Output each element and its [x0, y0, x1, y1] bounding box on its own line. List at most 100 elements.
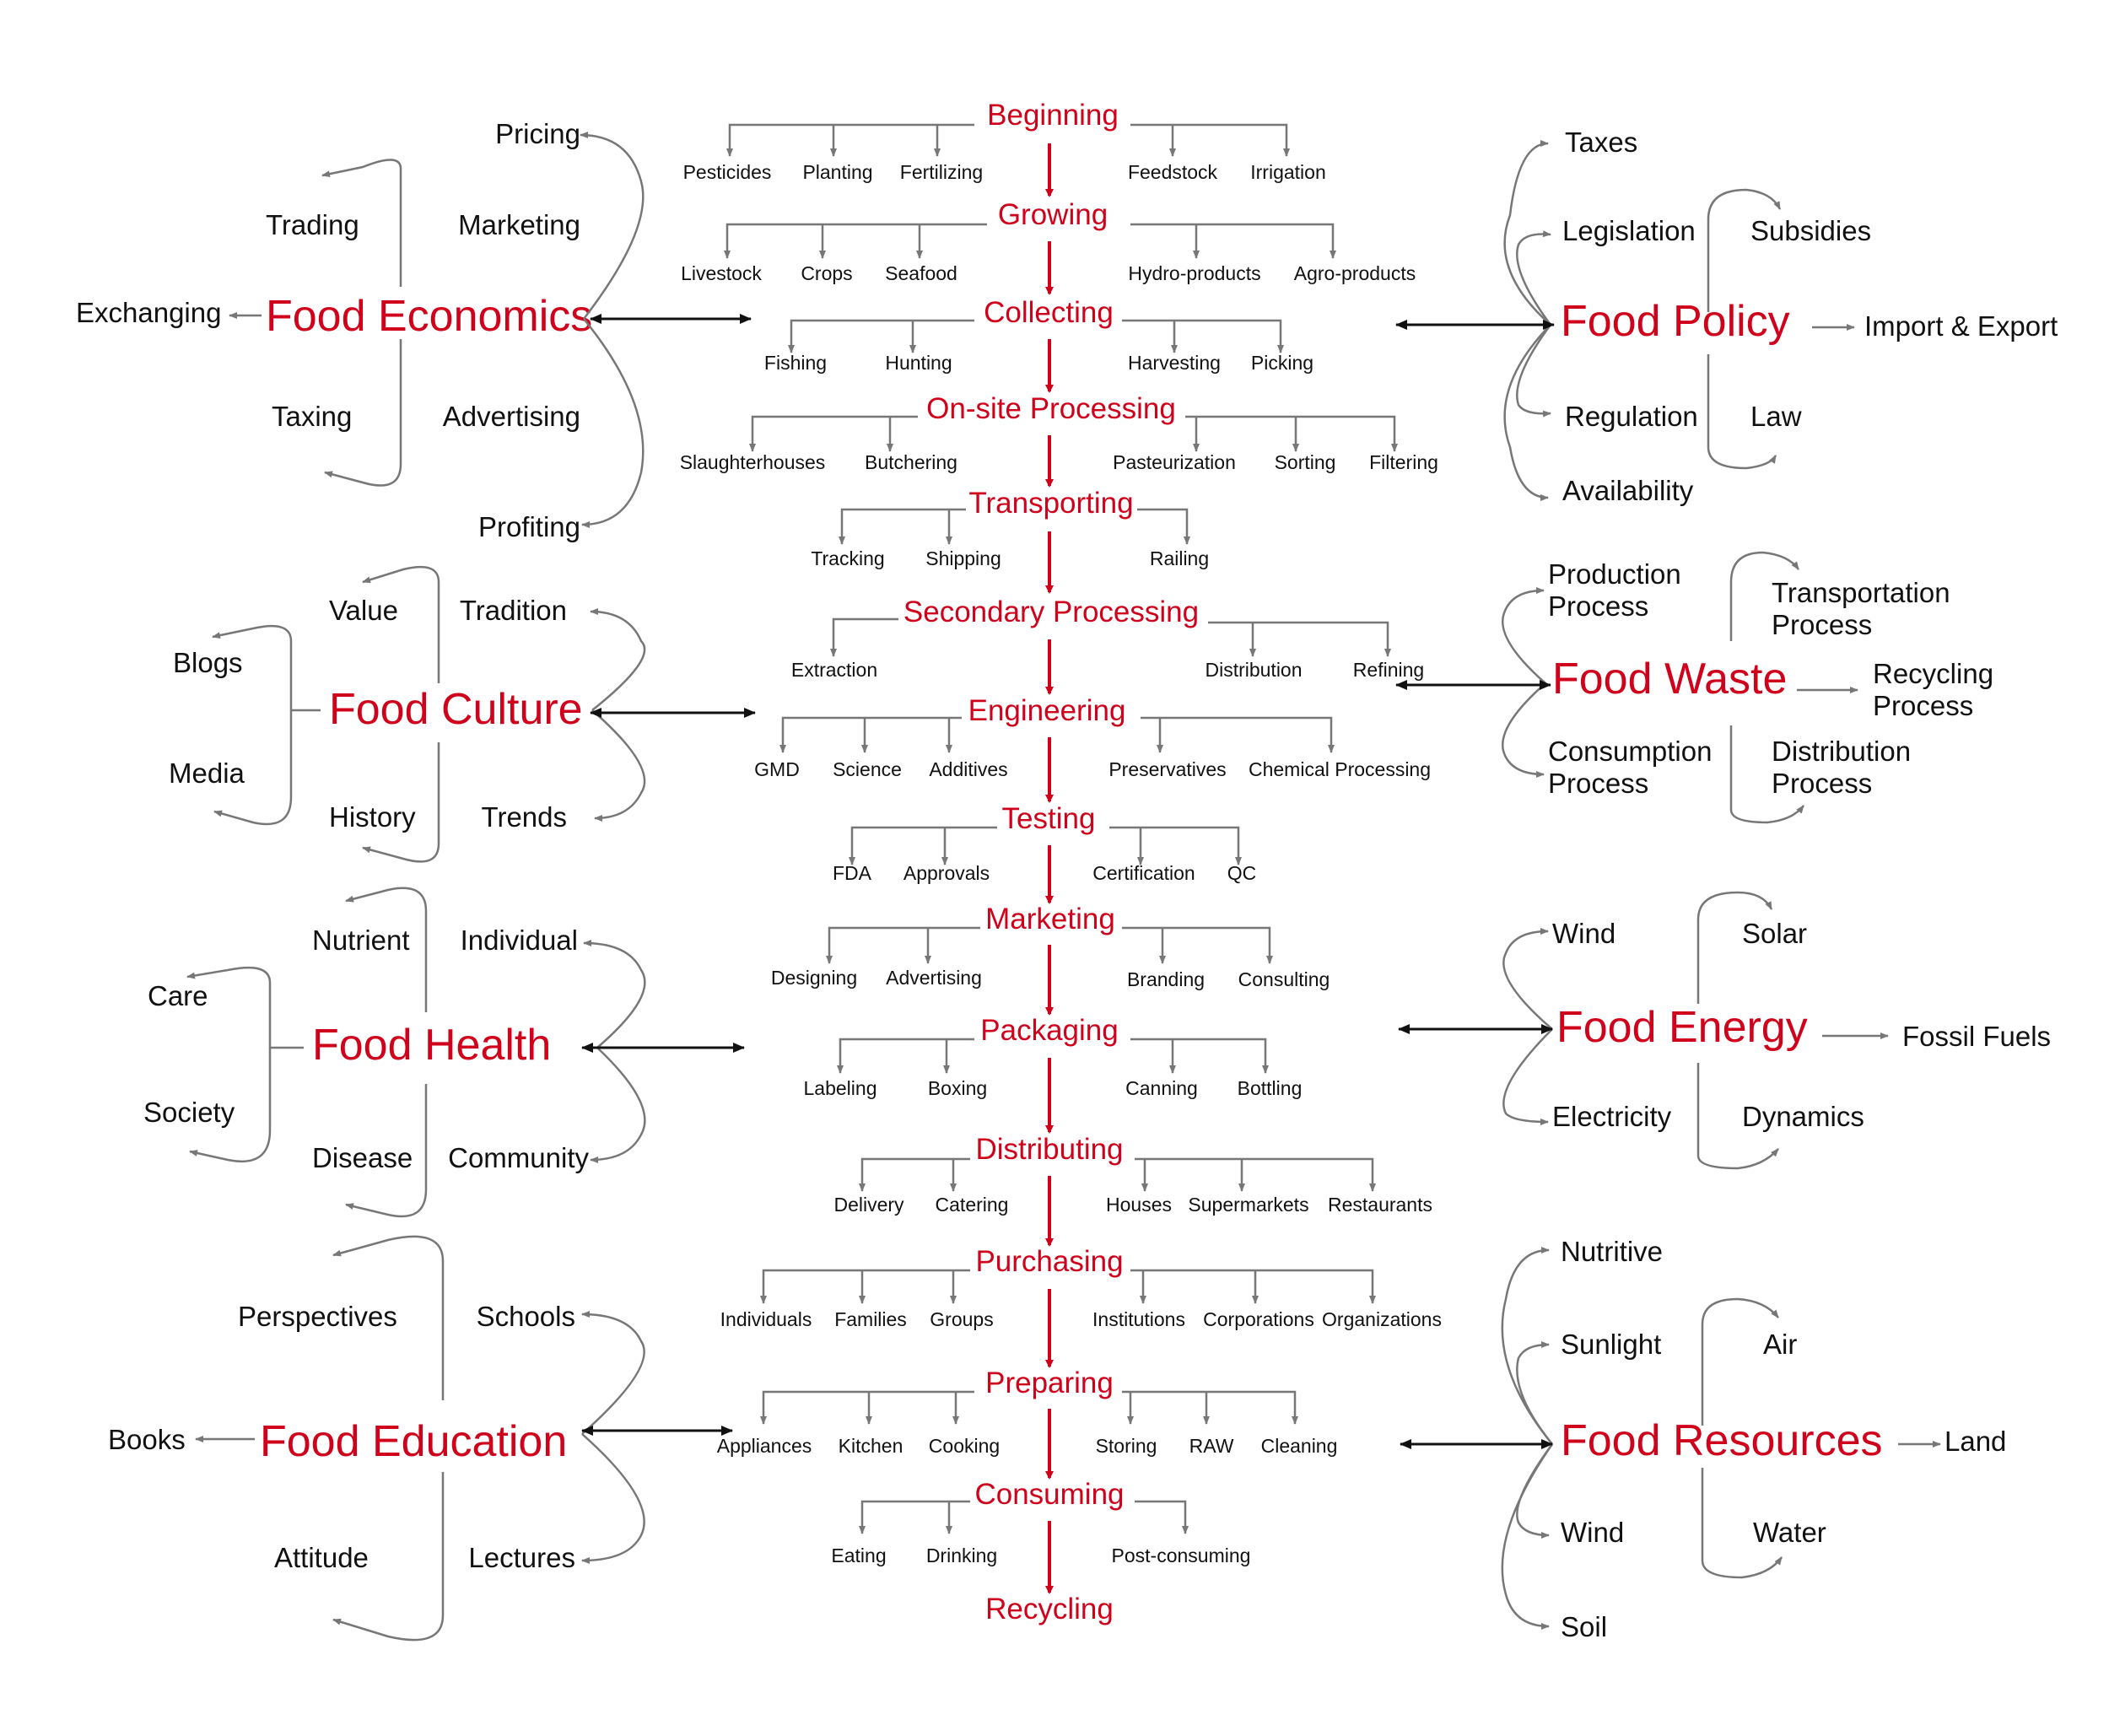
sub-item: Post-consuming	[1112, 1545, 1251, 1566]
flow-sub-items: Pesticides Planting Fertilizing Feedstoc…	[680, 161, 1442, 1566]
node-production-process: Production Process	[1548, 558, 1689, 622]
node-subsidies: Subsidies	[1750, 215, 1871, 246]
node-pricing: Pricing	[495, 118, 580, 149]
sub-item: Harvesting	[1128, 352, 1221, 374]
sub-item: Bottling	[1238, 1077, 1303, 1099]
sub-item: Designing	[771, 967, 857, 989]
sub-item: Catering	[936, 1194, 1009, 1216]
sub-item: Storing	[1096, 1435, 1157, 1457]
sub-item: Seafood	[885, 262, 957, 284]
cluster-food-policy: Food Policy Taxes Legislation Regulation…	[1395, 127, 2058, 506]
sub-item: Groups	[930, 1308, 993, 1330]
hub-food-energy: Food Energy	[1556, 1003, 1808, 1052]
node-transportation-process: Transportation Process	[1772, 577, 1958, 640]
cluster-food-health: Food Health Care Society Nutrient Diseas…	[143, 887, 745, 1218]
sub-item: Irrigation	[1250, 161, 1325, 183]
hub-food-health: Food Health	[312, 1021, 551, 1070]
node-consumption-process: Consumption Process	[1548, 736, 1720, 799]
node-legislation: Legislation	[1562, 215, 1696, 246]
sub-item: Refining	[1353, 659, 1424, 681]
node-disease: Disease	[312, 1142, 413, 1173]
node-solar: Solar	[1742, 918, 1807, 949]
cluster-food-waste: Food Waste Production Process Consumptio…	[1395, 551, 2001, 824]
sub-item: Shipping	[925, 547, 1001, 569]
sub-item: Houses	[1106, 1194, 1172, 1216]
node-profiting: Profiting	[478, 511, 580, 542]
node-production-process-text: Production	[1548, 558, 1681, 590]
sub-item: Institutions	[1092, 1308, 1185, 1330]
sub-item: Tracking	[811, 547, 884, 569]
node-fossil-fuels: Fossil Fuels	[1902, 1021, 2051, 1052]
sub-item: Railing	[1150, 547, 1209, 569]
sub-item: Appliances	[717, 1435, 812, 1457]
node-taxes: Taxes	[1565, 127, 1637, 158]
stage-secondary-processing: Secondary Processing	[903, 596, 1199, 628]
node-marketing: Marketing	[458, 209, 580, 240]
stage-engineering: Engineering	[968, 694, 1126, 727]
sub-item: Fishing	[764, 352, 827, 374]
node-perspectives: Perspectives	[238, 1301, 397, 1332]
sub-item: RAW	[1189, 1435, 1234, 1457]
node-water: Water	[1753, 1517, 1826, 1548]
sub-item: Corporations	[1203, 1308, 1314, 1330]
sub-item: Families	[834, 1308, 907, 1330]
node-media: Media	[169, 757, 245, 789]
node-sunlight: Sunlight	[1561, 1329, 1661, 1360]
sub-item: Chemical Processing	[1249, 758, 1431, 780]
node-air: Air	[1763, 1329, 1797, 1360]
node-value: Value	[329, 595, 398, 626]
node-wind-energy: Wind	[1552, 918, 1615, 949]
node-recycling-process-text: Recycling	[1873, 658, 1993, 689]
sub-item: Livestock	[681, 262, 762, 284]
sub-item: Consulting	[1238, 968, 1330, 990]
cluster-food-resources: Food Resources Nutritive Sunlight Wind S…	[1400, 1236, 2006, 1642]
stage-beginning: Beginning	[987, 99, 1119, 132]
node-availability: Availability	[1562, 475, 1694, 506]
sub-item: Preservatives	[1108, 758, 1226, 780]
sub-item: Fertilizing	[900, 161, 983, 183]
hub-food-economics: Food Economics	[266, 292, 592, 341]
sub-item: QC	[1227, 862, 1257, 884]
node-distribution-process: Distribution Process	[1772, 736, 1918, 799]
sub-item: Restaurants	[1328, 1194, 1432, 1216]
cluster-food-education: Food Education Books Perspectives Attitu…	[108, 1235, 733, 1642]
label-line-2: Process	[1772, 609, 1872, 640]
hub-food-resources: Food Resources	[1561, 1416, 1883, 1465]
sub-item: Branding	[1127, 968, 1205, 990]
sub-item: Extraction	[791, 659, 877, 681]
node-wind-resource: Wind	[1561, 1517, 1624, 1548]
sub-item: Certification	[1092, 862, 1195, 884]
sub-item: Boxing	[928, 1077, 987, 1099]
cluster-food-energy: Food Energy Wind Electricity Solar Dynam…	[1398, 891, 2051, 1170]
label-line-2: Process	[1548, 590, 1648, 622]
sub-item: Sorting	[1275, 451, 1336, 473]
node-books: Books	[108, 1424, 186, 1455]
stage-growing: Growing	[998, 198, 1108, 231]
sub-item: Cooking	[929, 1435, 1000, 1457]
node-recycling-process: Recycling Process	[1873, 658, 2001, 721]
node-nutritive: Nutritive	[1561, 1236, 1663, 1267]
node-soil: Soil	[1561, 1611, 1607, 1642]
sub-item: Feedstock	[1128, 161, 1218, 183]
node-care: Care	[148, 980, 208, 1011]
node-law: Law	[1750, 401, 1802, 432]
stage-marketing: Marketing	[985, 903, 1115, 935]
sub-item: Crops	[801, 262, 852, 284]
node-community: Community	[448, 1142, 589, 1173]
node-tradition: Tradition	[460, 595, 567, 626]
node-history: History	[329, 801, 416, 833]
sub-item: Delivery	[833, 1194, 904, 1216]
label-line-2: Process	[1873, 690, 1973, 721]
stage-transporting: Transporting	[968, 487, 1133, 520]
flow-stages: Beginning Growing Collecting On-site Pro…	[903, 99, 1199, 1625]
sub-item: Drinking	[926, 1545, 997, 1566]
sub-item: Pesticides	[683, 161, 772, 183]
label-line-2: Process	[1772, 768, 1872, 799]
sub-item: Science	[833, 758, 902, 780]
sub-item: Cleaning	[1261, 1435, 1338, 1457]
sub-item: Slaughterhouses	[680, 451, 826, 473]
flow-branch-connectors	[724, 123, 1398, 1534]
node-society: Society	[143, 1097, 235, 1128]
node-electricity: Electricity	[1552, 1101, 1672, 1132]
